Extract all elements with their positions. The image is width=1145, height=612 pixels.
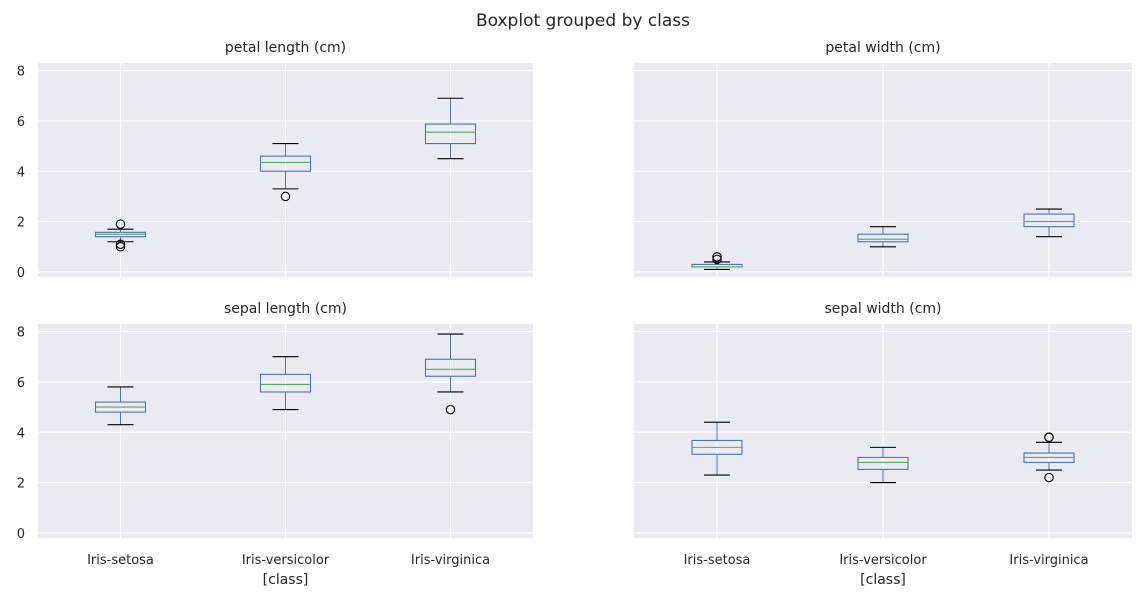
y-tick-label: 6 — [17, 376, 25, 391]
outlier-point — [280, 191, 291, 202]
x-axis-label: [class] — [860, 572, 906, 588]
box-iris-versicolor — [857, 226, 909, 248]
box-iris-versicolor — [857, 446, 909, 484]
box-iris-virginica — [1023, 432, 1075, 483]
panel-top-left: petal length (cm) 0 2 4 6 8 — [17, 40, 533, 281]
y-tick-label: 0 — [17, 527, 25, 542]
y-tick-label: 0 — [17, 266, 25, 281]
box-iris-setosa — [691, 421, 743, 476]
y-tick-label: 2 — [17, 477, 25, 492]
x-tick-label: Iris-setosa — [87, 553, 154, 568]
outlier-point — [1044, 472, 1054, 483]
y-tick-label: 8 — [17, 326, 25, 341]
outlier-point — [712, 254, 722, 265]
iqr-box — [857, 233, 909, 243]
box-iris-virginica — [424, 97, 477, 160]
box-iris-virginica — [1023, 208, 1075, 238]
box-iris-versicolor — [259, 356, 312, 411]
y-tick-label: 6 — [17, 115, 25, 130]
panel-title: sepal width (cm) — [824, 301, 941, 317]
y-tick-label: 2 — [17, 216, 25, 231]
outlier-point — [1044, 432, 1054, 443]
box-iris-versicolor — [259, 143, 312, 202]
iqr-box — [424, 123, 477, 145]
x-tick-label: Iris-versicolor — [839, 553, 927, 568]
panel-top-right: petal width (cm) — [634, 40, 1132, 277]
y-tick-label: 4 — [17, 426, 25, 441]
panel-title: petal length (cm) — [225, 40, 346, 56]
x-tick-label: Iris-setosa — [684, 553, 751, 568]
outlier-point — [115, 242, 126, 252]
box-iris-setosa — [94, 219, 147, 252]
iqr-box — [259, 155, 312, 172]
iqr-box — [424, 358, 477, 377]
panel-title: sepal length (cm) — [224, 301, 347, 317]
outlier-point — [445, 404, 456, 415]
outlier-point — [712, 252, 722, 262]
iqr-box — [1023, 213, 1075, 228]
x-tick-label: Iris-virginica — [411, 553, 490, 568]
y-tick-label: 4 — [17, 165, 25, 180]
outlier-point — [115, 219, 126, 229]
y-tick-label: 8 — [17, 65, 25, 80]
box-iris-setosa — [94, 386, 147, 426]
panel-bottom-left: sepal length (cm) 0 2 4 6 8 Iris-setosa Iris-ve… — [17, 301, 533, 588]
x-tick-label: Iris-versicolor — [242, 553, 330, 568]
box-iris-virginica — [424, 333, 477, 415]
figure-suptitle: Boxplot grouped by class — [476, 11, 690, 31]
panel-title: petal width (cm) — [825, 40, 940, 56]
panel-bottom-right: sepal width (cm) Iris-setosa Iris-versicol… — [634, 301, 1132, 588]
box-iris-setosa — [691, 252, 743, 270]
iqr-box — [857, 456, 909, 470]
x-tick-label: Iris-virginica — [1009, 553, 1088, 568]
iqr-box — [259, 373, 312, 393]
x-axis-label: [class] — [263, 572, 309, 588]
outlier-point — [115, 239, 126, 250]
